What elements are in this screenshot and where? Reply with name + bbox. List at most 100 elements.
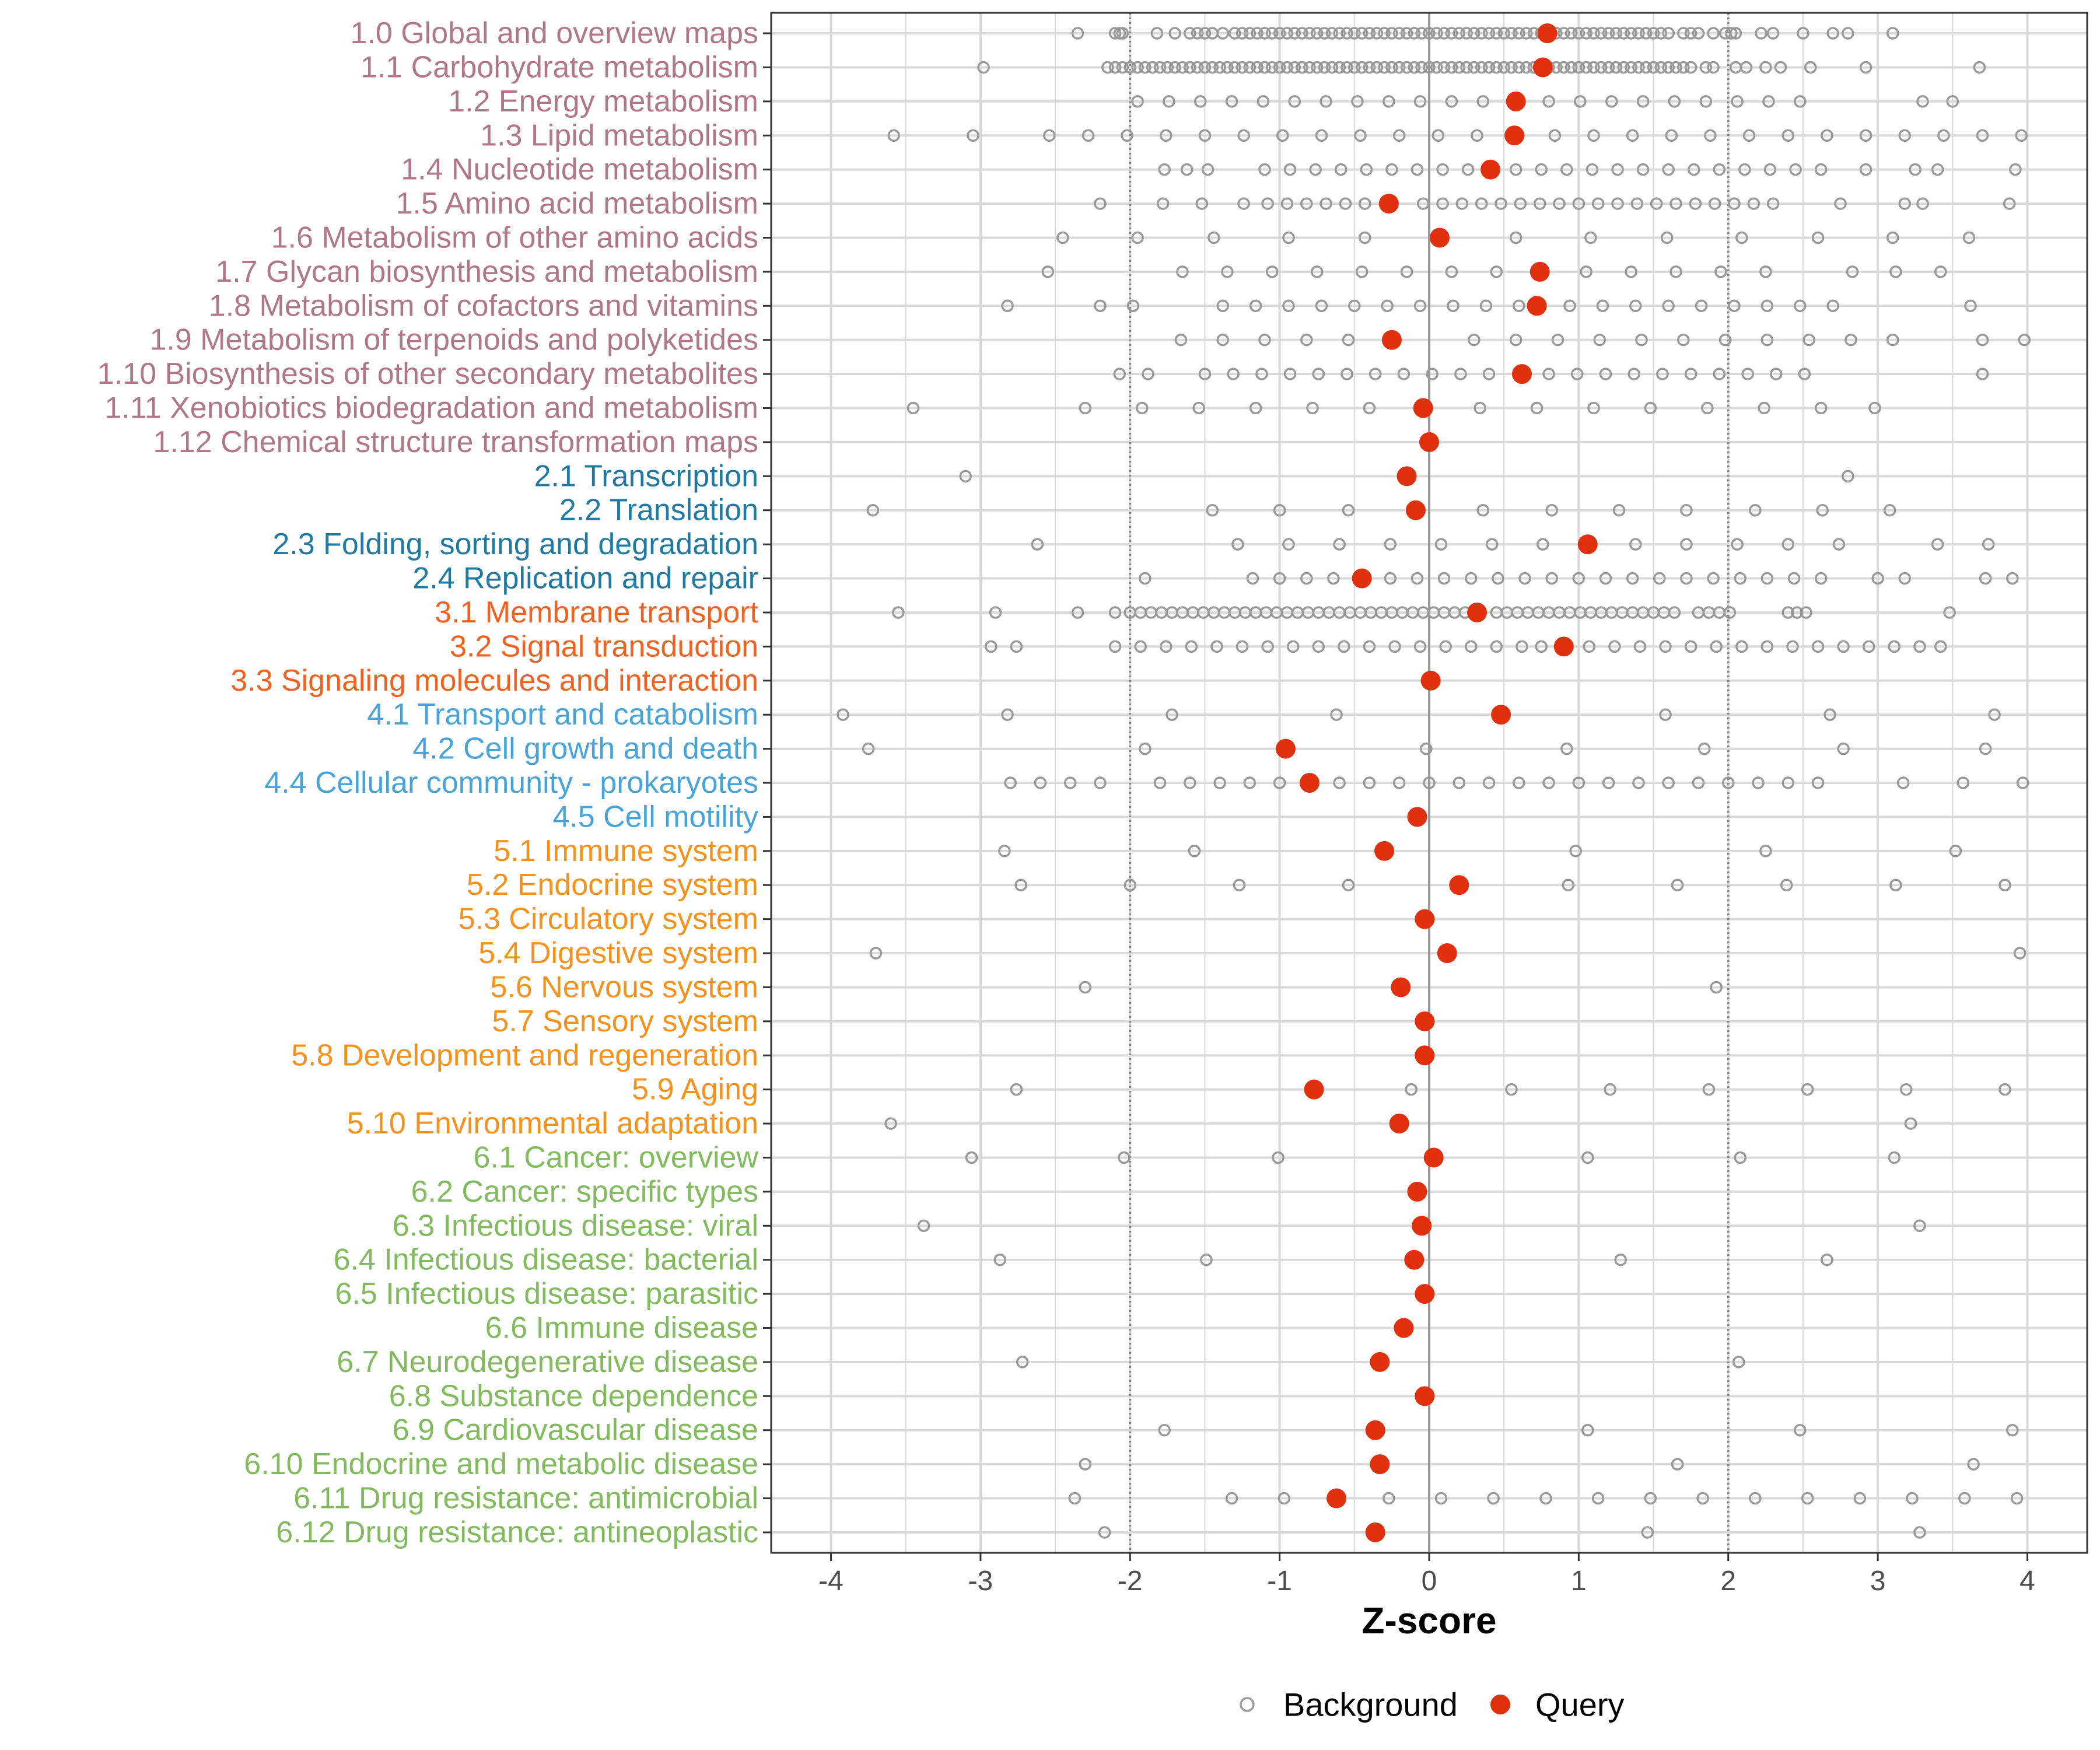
background-point [1845, 333, 1857, 346]
background-point [1288, 95, 1301, 108]
background-point [998, 845, 1011, 858]
background-point [1888, 1151, 1901, 1164]
background-point [1633, 640, 1647, 653]
category-label: 2.2 Translation [559, 494, 758, 527]
background-point [1094, 776, 1107, 789]
background-point [1482, 776, 1496, 789]
background-point [1976, 368, 1989, 380]
background-point [1397, 368, 1410, 380]
background-point [1071, 27, 1084, 40]
background-point [1837, 640, 1850, 653]
query-point [1415, 1045, 1435, 1066]
background-point [1782, 776, 1795, 789]
background-point [1384, 538, 1397, 551]
background-point [1614, 1253, 1627, 1266]
background-point [1309, 163, 1322, 176]
x-tick-label: 0 [1422, 1566, 1437, 1597]
category-label: 6.1 Cancer: overview [474, 1140, 759, 1174]
background-point [1423, 27, 1436, 40]
background-point [1468, 333, 1480, 346]
background-point [1731, 538, 1744, 551]
background-point [1333, 27, 1346, 40]
background-point [1288, 61, 1301, 74]
background-point [1278, 1492, 1291, 1505]
background-point [1063, 776, 1077, 789]
background-point [1436, 197, 1449, 210]
background-point [1276, 129, 1289, 142]
background-point [1654, 27, 1668, 40]
background-point [1701, 401, 1714, 415]
background-point [1677, 333, 1690, 346]
background-point [1415, 61, 1428, 74]
background-point [1134, 640, 1147, 653]
query-point [1394, 1318, 1414, 1338]
background-point [1774, 61, 1787, 74]
background-point [1886, 231, 1899, 244]
background-point [1853, 1492, 1867, 1505]
background-point [1333, 61, 1346, 74]
background-point [1163, 95, 1175, 108]
background-point [1734, 1151, 1746, 1164]
background-point [917, 1219, 930, 1233]
background-point [866, 503, 880, 517]
background-point [1505, 61, 1518, 74]
query-point [1419, 432, 1439, 452]
query-point [1374, 841, 1395, 861]
query-point [1365, 1420, 1385, 1440]
background-point [1306, 401, 1319, 415]
background-point [1303, 27, 1316, 40]
background-point [1221, 265, 1234, 278]
background-point [1572, 27, 1586, 40]
x-tick-label: -3 [968, 1566, 993, 1597]
background-point [1216, 333, 1229, 346]
background-point [1004, 776, 1017, 789]
background-point [1742, 129, 1756, 142]
background-point [1581, 1151, 1594, 1164]
background-point [1392, 27, 1406, 40]
background-point [1842, 470, 1854, 483]
background-point [1999, 878, 2011, 891]
background-point [1454, 368, 1467, 380]
background-point [1001, 708, 1014, 721]
background-point [1079, 401, 1092, 415]
background-point [1759, 845, 1772, 858]
background-point [1755, 27, 1768, 40]
background-point [2006, 1423, 2019, 1437]
category-label: 2.4 Replication and repair [412, 562, 758, 596]
category-label: 3.1 Membrane transport [435, 596, 758, 629]
category-label: 5.9 Aging [632, 1073, 758, 1107]
background-point [1392, 129, 1406, 142]
background-point [1475, 61, 1488, 74]
background-point [1282, 299, 1295, 313]
background-point [1282, 538, 1295, 551]
background-point [1931, 538, 1944, 551]
background-point [1228, 27, 1241, 40]
background-point [1318, 27, 1331, 40]
background-point [1342, 878, 1355, 891]
background-point [1760, 572, 1774, 585]
background-point [1859, 129, 1873, 142]
background-point [1790, 606, 1804, 619]
background-point [1258, 163, 1271, 176]
background-point [1310, 61, 1324, 74]
background-point [1194, 95, 1207, 108]
background-point [1465, 640, 1478, 653]
background-point [1408, 27, 1421, 40]
background-point [1520, 27, 1533, 40]
background-point [1671, 878, 1684, 891]
background-point [1490, 640, 1503, 653]
background-point [1553, 197, 1566, 210]
background-point [1475, 27, 1488, 40]
background-point [1340, 27, 1353, 40]
background-point [1714, 265, 1727, 278]
background-point [1108, 640, 1122, 653]
background-point [1124, 878, 1137, 891]
query-point [1407, 1181, 1427, 1202]
query-point [1370, 1352, 1390, 1372]
background-point [1548, 129, 1562, 142]
legend-background-label: Background [1283, 1686, 1458, 1723]
background-point [1300, 197, 1313, 210]
background-point [1261, 640, 1274, 653]
background-point [1976, 333, 1989, 346]
background-point [1139, 61, 1152, 74]
